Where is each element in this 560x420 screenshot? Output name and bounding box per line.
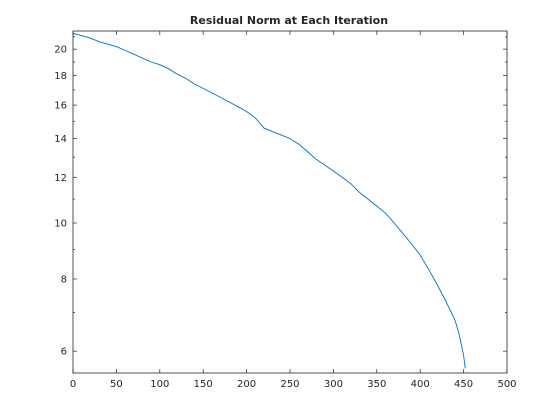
plot-area-frame: [72, 30, 508, 374]
y-tick-label: 14: [54, 134, 67, 145]
x-tick-label: 150: [194, 379, 213, 390]
x-tick-label: 400: [411, 379, 430, 390]
y-tick-label: 20: [54, 45, 67, 56]
x-tick-label: 50: [110, 379, 123, 390]
y-tick-label: 8: [61, 275, 67, 286]
y-tick-label: 10: [54, 219, 67, 230]
x-tick-labels: 0 50 100 150 200 250 300 350 400 450 500: [70, 379, 517, 390]
x-tick-label: 200: [237, 379, 256, 390]
x-tick-label: 450: [454, 379, 473, 390]
y-tick-labels: 6 8 10 12 14 16 18 20: [54, 45, 67, 358]
residual-norm-line: [72, 32, 466, 369]
y-tick-label: 6: [61, 347, 67, 358]
y-tick-label: 12: [54, 173, 67, 184]
x-tick-label: 300: [324, 379, 343, 390]
axis-ticks: [72, 31, 508, 373]
x-tick-label: 0: [70, 379, 76, 390]
chart-title: Residual Norm at Each Iteration: [190, 14, 388, 27]
y-tick-label: 18: [54, 71, 67, 82]
y-tick-label: 16: [54, 101, 67, 112]
x-tick-label: 500: [497, 379, 516, 390]
x-tick-label: 350: [367, 379, 386, 390]
x-tick-label: 100: [150, 379, 169, 390]
x-tick-label: 250: [280, 379, 299, 390]
